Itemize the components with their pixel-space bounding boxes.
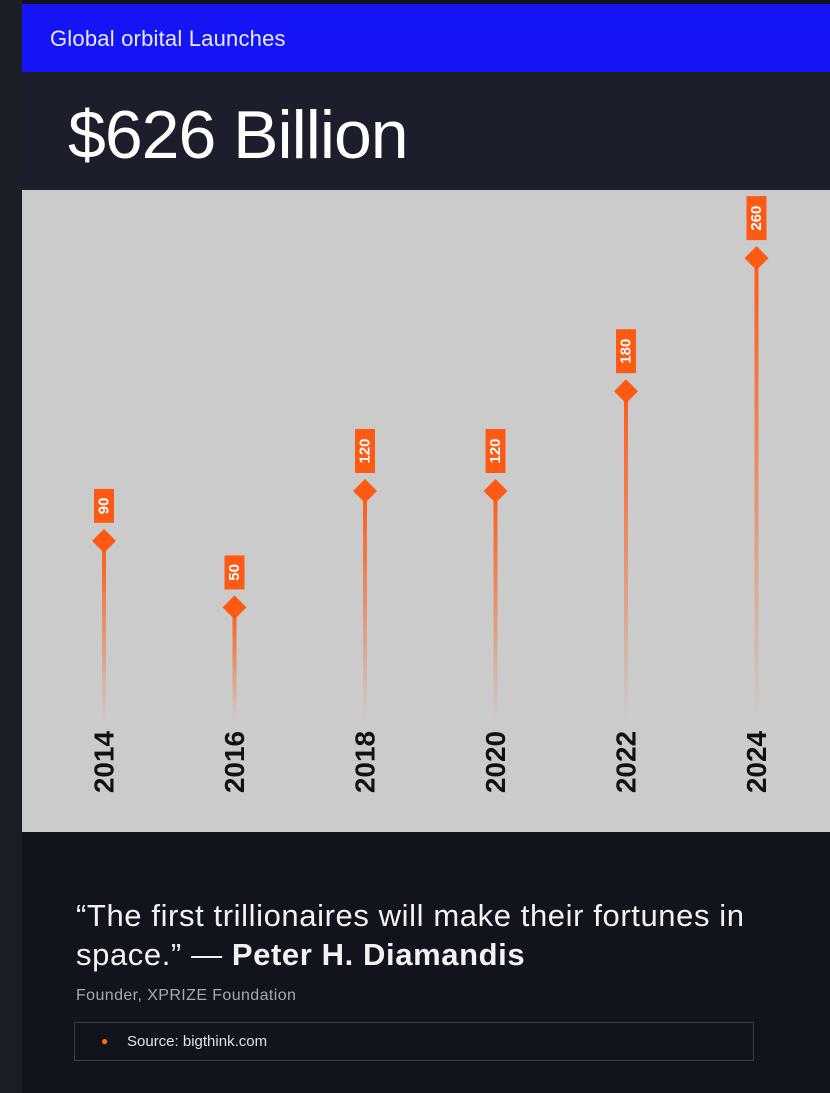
source-text: Source: bigthink.com [127, 1033, 268, 1050]
data-point-2018 [353, 478, 377, 503]
x-tick-label-2024: 2024 [741, 730, 772, 793]
stem-2020 [493, 490, 498, 720]
stem-2024 [754, 258, 759, 720]
data-label-2014: 90 [96, 498, 113, 515]
hero-value: $626 Billion [68, 97, 409, 173]
bullet-dot-icon: ● [101, 1034, 109, 1048]
data-label-2024: 260 [748, 206, 765, 231]
source-box: ● Source: bigthink.com [74, 1022, 754, 1061]
data-point-2020 [483, 478, 508, 503]
data-label-bg-2024 [746, 196, 767, 241]
data-label-2018: 120 [357, 438, 374, 463]
hero-banner: $626 Billion [22, 72, 830, 190]
data-label-bg-2018 [355, 428, 375, 473]
data-label-2022: 180 [618, 339, 635, 364]
quote-body: “The first trillionaires will make their… [76, 898, 745, 972]
data-point-2024 [744, 246, 769, 271]
data-label-bg-2020 [485, 428, 506, 473]
data-label-2020: 120 [487, 438, 504, 463]
x-tick-label-2018: 2018 [350, 731, 381, 793]
quote-author-role: Founder, XPRIZE Foundation [76, 987, 297, 1004]
stem-2018 [363, 490, 367, 720]
x-tick-label-2016: 2016 [219, 731, 250, 793]
quote-text: “The first trillionaires will make their… [76, 896, 796, 974]
header-bar: Global orbital Launches [22, 4, 830, 72]
data-label-2016: 50 [226, 564, 243, 581]
data-point-2014 [92, 528, 116, 553]
data-label-bg-2022 [616, 329, 636, 374]
x-tick-label-2014: 2014 [89, 730, 120, 793]
data-point-2016 [222, 595, 247, 620]
x-tick-label-2022: 2022 [611, 731, 642, 793]
left-edge-strip [0, 0, 22, 1093]
data-point-2022 [614, 379, 638, 404]
stem-2016 [232, 607, 237, 720]
data-label-bg-2014 [94, 488, 114, 523]
quote-author: Peter H. Diamandis [231, 937, 526, 972]
stem-2022 [624, 391, 628, 720]
stem-2014 [102, 540, 106, 720]
x-tick-label-2020: 2020 [480, 731, 511, 793]
quote-section: “The first trillionaires will make their… [22, 832, 830, 1093]
header-title: Global orbital Launches [50, 26, 286, 51]
launch-chart: 90 2014 50 2016 120 2018 120 2020 180 2022 260 2024 [89, 196, 772, 793]
data-label-bg-2016 [224, 555, 245, 590]
chart-panel: 90 2014 50 2016 120 2018 120 2020 180 2022 260 2024 [22, 190, 830, 832]
